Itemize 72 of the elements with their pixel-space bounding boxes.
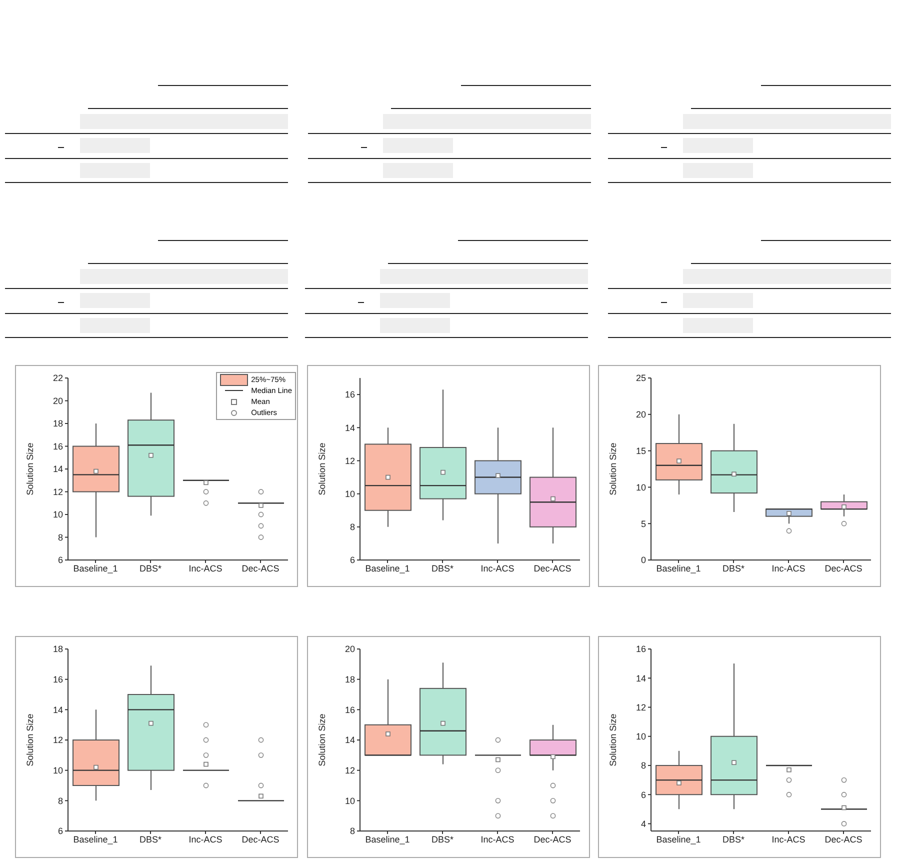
y-tick-label: 20 <box>636 410 646 420</box>
x-tick-label: Baseline_1 <box>656 834 701 844</box>
x-tick-label: DBS* <box>431 563 454 574</box>
x-tick-label: Dec-ACS <box>242 563 280 574</box>
y-tick-label: 18 <box>344 674 355 685</box>
x-tick-label: DBS* <box>139 563 162 574</box>
x-tick-label: DBS* <box>431 834 454 844</box>
y-axis-title: Solution Size <box>608 442 618 496</box>
y-tick-label: 0 <box>640 555 646 566</box>
y-tick-label: 16 <box>344 704 355 715</box>
y-tick-label: 5 <box>640 518 646 529</box>
y-axis-title: Solution Size <box>317 714 328 766</box>
y-tick-label: 14 <box>344 422 355 433</box>
y-tick-label: 25 <box>636 373 646 384</box>
y-tick-label: 10 <box>52 510 63 520</box>
x-tick-label: Baseline_1 <box>73 563 118 574</box>
x-tick-label: Inc-ACS <box>480 834 514 844</box>
y-axis-title: Solution Size <box>317 442 328 496</box>
y-tick-label: 18 <box>52 418 63 429</box>
y-tick-label: 12 <box>636 702 646 712</box>
y-tick-label: 6 <box>58 826 63 836</box>
x-tick-label: DBS* <box>139 834 162 844</box>
y-tick-label: 6 <box>58 555 63 566</box>
x-tick-label: DBS* <box>722 834 745 844</box>
y-tick-label: 10 <box>344 796 355 806</box>
y-tick-label: 10 <box>636 482 646 492</box>
x-tick-label: Dec-ACS <box>824 563 862 574</box>
y-tick-label: 12 <box>344 456 355 466</box>
y-tick-label: 16 <box>52 674 63 685</box>
x-tick-label: Dec-ACS <box>534 834 572 844</box>
y-tick-label: 8 <box>58 796 63 806</box>
x-tick-label: Baseline_1 <box>656 563 701 574</box>
y-axis-title: Solution Size <box>608 714 618 766</box>
x-tick-label: Dec-ACS <box>242 834 280 844</box>
y-tick-label: 8 <box>350 522 355 532</box>
y-tick-label: 8 <box>640 760 646 771</box>
y-tick-label: 15 <box>636 446 646 456</box>
y-tick-label: 18 <box>52 644 63 654</box>
y-tick-label: 10 <box>636 732 646 742</box>
x-tick-label: Baseline_1 <box>365 563 410 574</box>
y-tick-label: 14 <box>344 735 355 746</box>
x-tick-label: Dec-ACS <box>534 563 572 574</box>
y-tick-label: 14 <box>52 464 63 474</box>
y-tick-label: 22 <box>52 373 63 384</box>
y-tick-label: 10 <box>344 489 355 500</box>
y-tick-label: 12 <box>52 735 63 746</box>
x-tick-label: Dec-ACS <box>824 834 862 844</box>
x-tick-label: DBS* <box>722 563 745 574</box>
y-tick-label: 16 <box>52 441 63 452</box>
y-tick-label: 20 <box>52 396 63 406</box>
y-axis-title: Solution Size <box>25 714 36 766</box>
y-tick-label: 12 <box>52 486 63 497</box>
y-tick-label: 8 <box>350 826 355 836</box>
y-tick-label: 6 <box>350 555 355 566</box>
x-tick-label: Baseline_1 <box>73 834 118 844</box>
y-tick-label: 20 <box>344 644 355 654</box>
x-tick-label: Inc-ACS <box>772 834 806 844</box>
y-tick-label: 16 <box>344 390 355 400</box>
y-tick-label: 16 <box>636 644 646 654</box>
y-axis-title: Solution Size <box>25 442 36 496</box>
x-tick-label: Inc-ACS <box>188 834 222 844</box>
y-tick-label: 14 <box>52 704 63 715</box>
y-tick-label: 10 <box>52 766 63 776</box>
x-tick-label: Inc-ACS <box>480 563 514 574</box>
x-tick-label: Inc-ACS <box>188 563 222 574</box>
y-tick-label: 6 <box>640 790 646 800</box>
y-tick-label: 8 <box>58 532 63 542</box>
x-tick-label: Baseline_1 <box>365 834 410 844</box>
y-tick-label: 14 <box>636 673 646 684</box>
y-tick-label: 12 <box>344 766 355 776</box>
x-tick-label: Inc-ACS <box>772 563 806 574</box>
y-tick-label: 4 <box>640 818 646 829</box>
